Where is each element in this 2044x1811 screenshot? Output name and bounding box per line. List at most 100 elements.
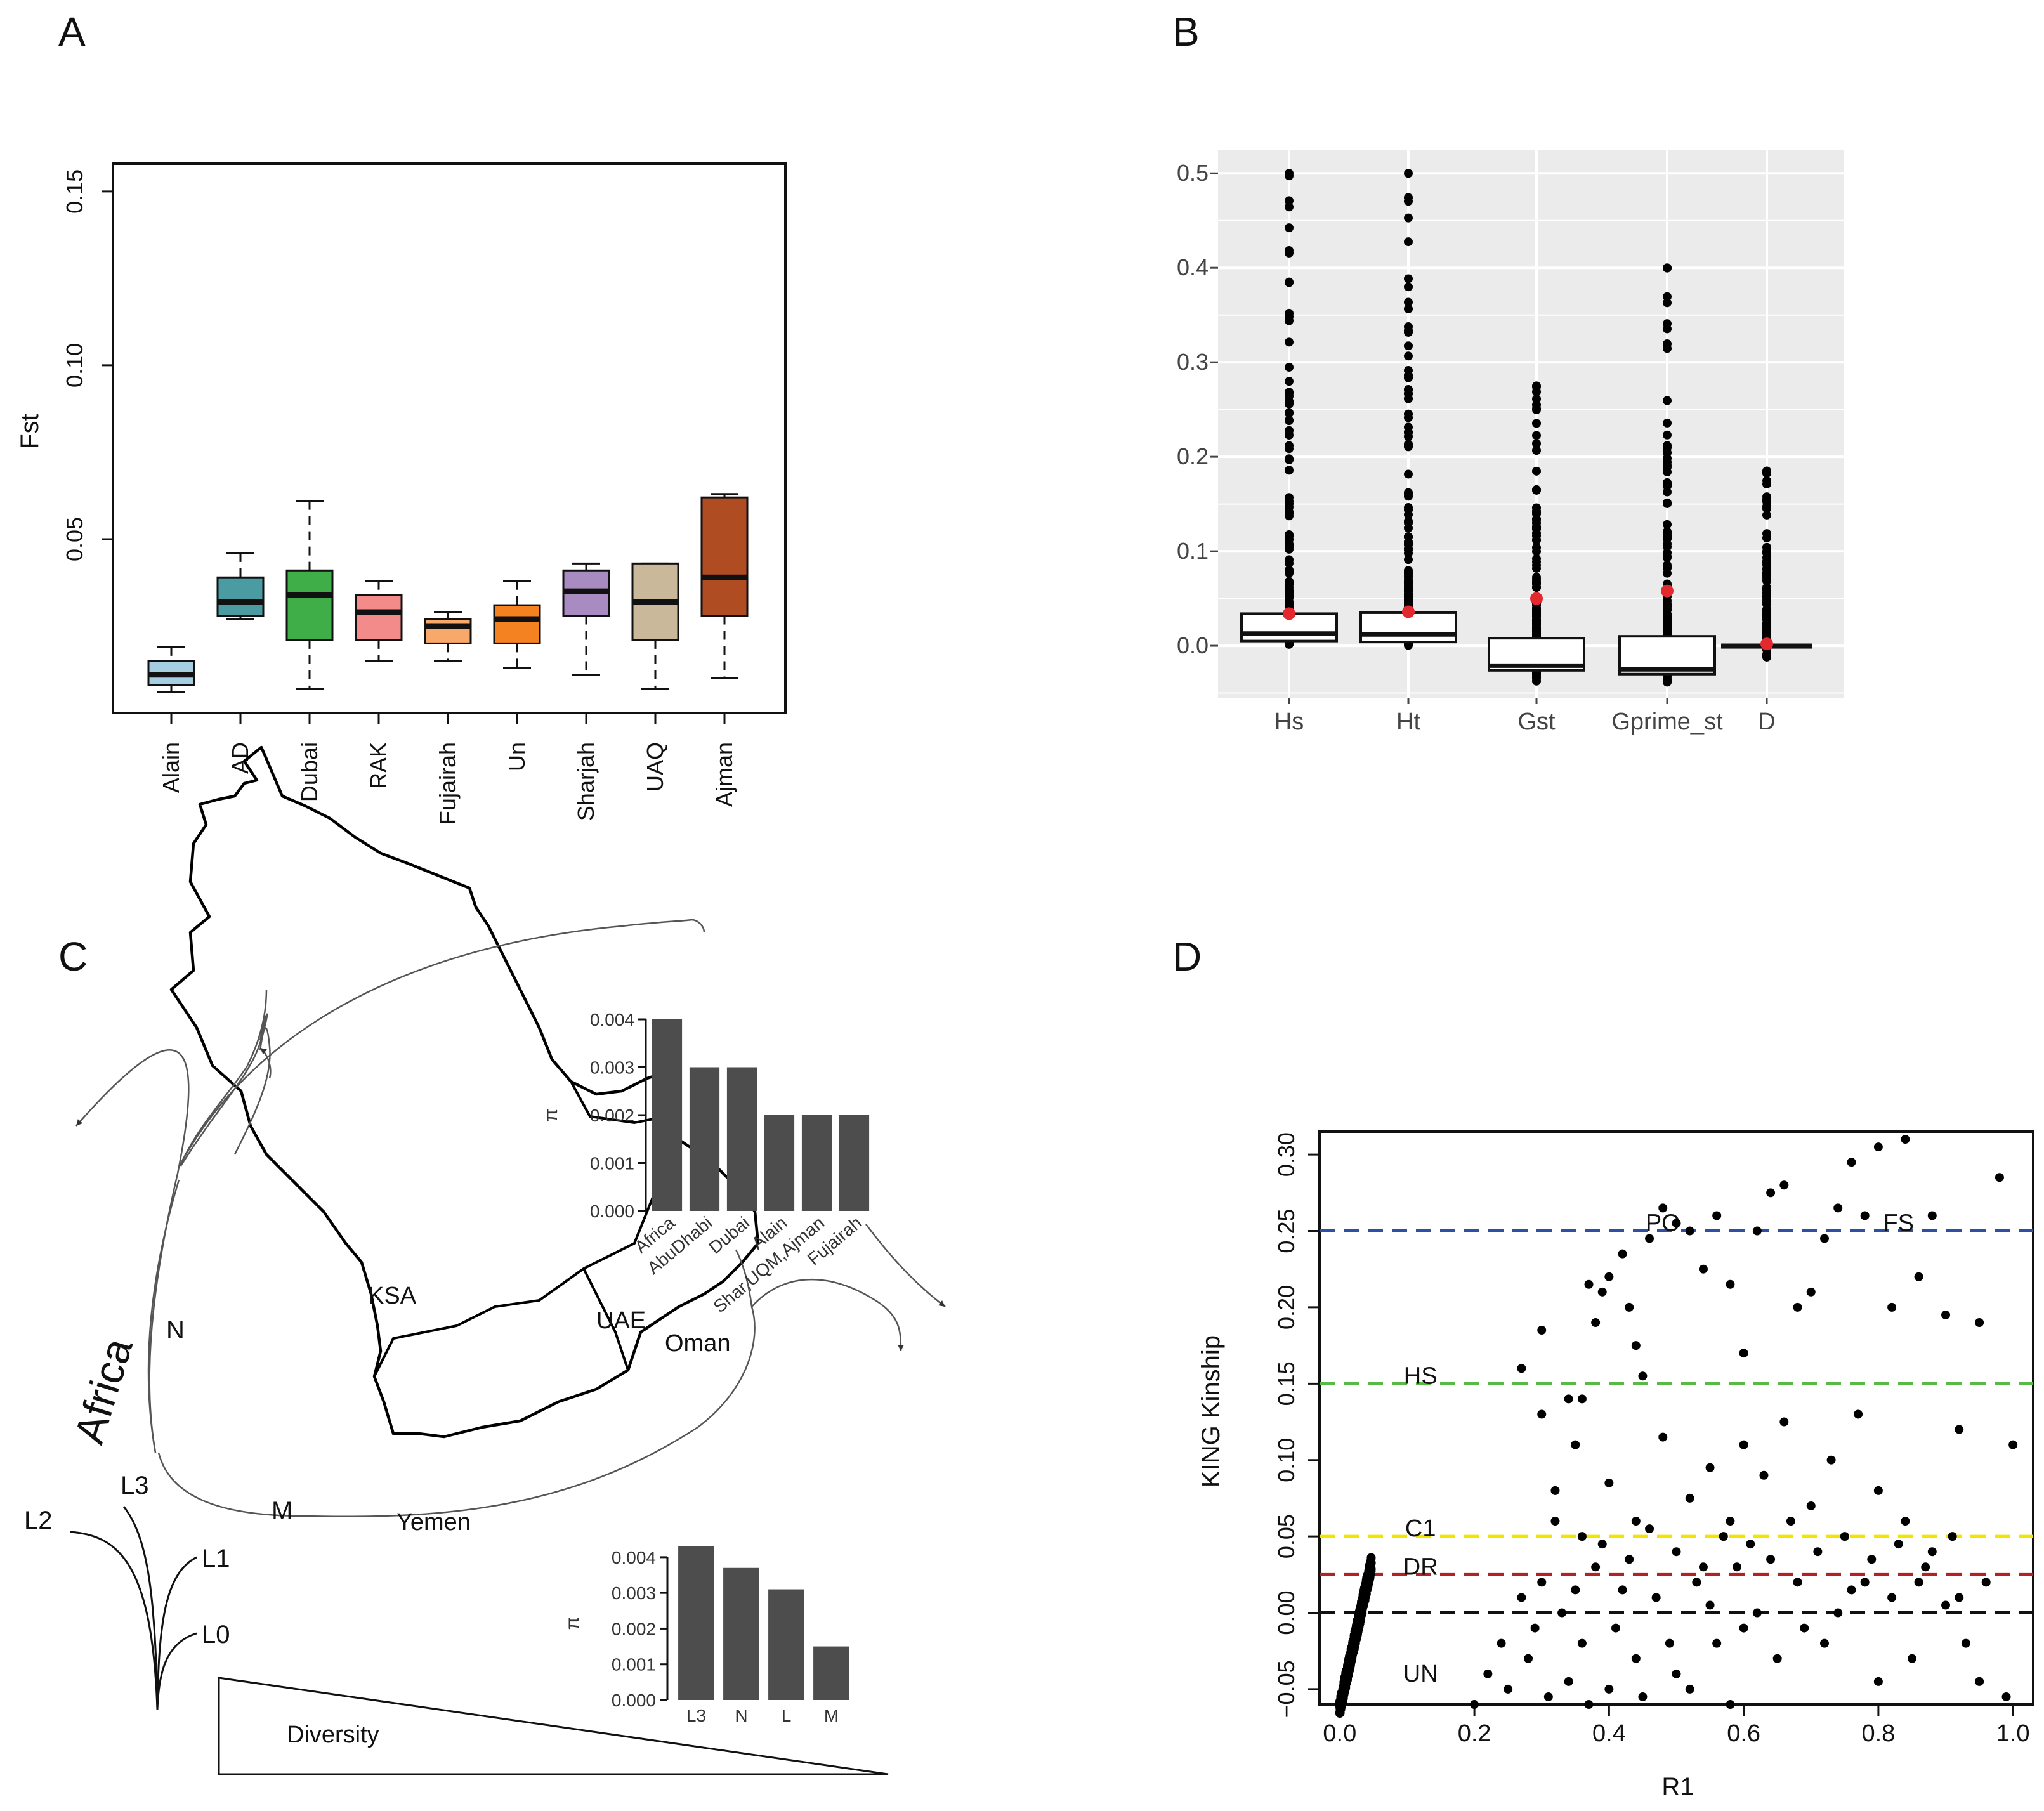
d-point [1975, 1677, 1984, 1686]
a-xtick-label: Un [504, 742, 530, 771]
b-outlier-point [1285, 499, 1294, 509]
d-point [1543, 1692, 1553, 1701]
route-north-left [75, 1049, 190, 1453]
d-point [1597, 1287, 1607, 1297]
b-outlier-point [1404, 574, 1413, 584]
route-north-top [180, 990, 266, 1166]
label-africa: Africa [65, 1333, 141, 1449]
d-point [1772, 1654, 1782, 1663]
b-outlier-point [1285, 454, 1294, 464]
c-bottom-xtick-label: L [782, 1706, 792, 1725]
b-outlier-point [1663, 601, 1672, 611]
d-point [1948, 1532, 1957, 1541]
b-outlier-low [1762, 651, 1771, 660]
c-top-ytick-label: 0.004 [590, 1010, 634, 1030]
route-n-up-north-levant [183, 983, 266, 1162]
b-outlier-point [1532, 506, 1541, 516]
tree-l3-branch [122, 1506, 159, 1710]
d-point [1517, 1364, 1526, 1373]
b-ytick-label: 0.3 [1177, 349, 1209, 375]
b-outlier-point [1532, 419, 1541, 428]
d-point [1901, 1517, 1910, 1526]
b-outlier-point [1404, 492, 1413, 501]
b-outlier-point [1663, 520, 1672, 529]
label-l0: L0 [202, 1621, 230, 1649]
b-outlier-low [1532, 669, 1541, 679]
d-point [1887, 1593, 1897, 1602]
b-outlier-point [1404, 516, 1413, 526]
b-mean-point [1283, 607, 1295, 620]
route-n-north-levant-arrow [179, 988, 266, 1166]
d-point [1833, 1608, 1843, 1618]
tree-l0-branch [156, 1632, 197, 1710]
b-outlier-point [1663, 454, 1672, 463]
d-point [1921, 1562, 1930, 1572]
b-outlier-point [1762, 510, 1771, 520]
b-outlier-point [1762, 564, 1771, 573]
c-bottom-bar [678, 1546, 714, 1700]
panel-label-d: D [1172, 934, 1202, 979]
b-outlier-point [1762, 629, 1771, 638]
d-ytick-label: 0.05 [1273, 1514, 1299, 1559]
b-outlier-point [1404, 304, 1413, 313]
b-outlier-point [1532, 582, 1541, 592]
d-xtick-label: 1.0 [1996, 1720, 2030, 1747]
c-top-bar [764, 1115, 795, 1211]
a-xtick-label: Ajman [711, 742, 737, 807]
d-point [1927, 1547, 1937, 1557]
d-point [1591, 1562, 1601, 1572]
a-xtick-label: UAQ [642, 742, 668, 792]
b-outlier-point [1532, 618, 1541, 628]
panel-a-boxplot: Fst 0.050.100.15 Alain AD Dubai RAK Fujairah… [16, 162, 787, 825]
b-outlier-point [1532, 557, 1541, 566]
route-n-up-visible-2 [179, 990, 267, 1166]
b-outlier-point [1404, 282, 1413, 292]
panel-a-frame [112, 162, 787, 714]
d-point [1739, 1440, 1748, 1449]
b-outlier-point [1285, 466, 1294, 475]
b-outlier-point [1285, 441, 1294, 450]
b-xtick-label: D [1758, 709, 1775, 735]
a-ytick-label: 0.05 [62, 517, 88, 561]
panel-d-frame [1318, 1130, 2034, 1706]
label-yemen: Yemen [396, 1509, 471, 1536]
d-ytick-label: 0.30 [1273, 1132, 1299, 1177]
c-top-xtick-label: Dubai [705, 1213, 753, 1258]
d-point [1873, 1142, 1883, 1152]
b-outlier-point [1404, 539, 1413, 548]
b-outlier-point [1532, 528, 1541, 538]
b-outlier-point [1285, 426, 1294, 435]
d-point [1591, 1318, 1601, 1327]
d-point [1847, 1158, 1856, 1167]
d-point [1766, 1188, 1776, 1198]
d-point [1873, 1486, 1883, 1495]
d-point [1564, 1677, 1573, 1686]
c-bottom-xtick-label: M [824, 1706, 839, 1725]
d-point [1793, 1578, 1802, 1587]
c-bottom-bar [723, 1567, 759, 1700]
panel-c-map: KSA UAE Oman Yemen Africa N M L3 L2 L1 L… [24, 745, 946, 1775]
c-top-bar [652, 1019, 683, 1211]
d-point [1631, 1341, 1641, 1350]
d-point [1685, 1226, 1694, 1236]
c-top-ytick-label: 0.003 [590, 1058, 634, 1078]
d-point [1779, 1180, 1789, 1190]
b-outlier-point [1285, 377, 1294, 386]
b-outlier-point [1663, 339, 1672, 349]
d-point [1779, 1417, 1789, 1427]
a-ytick-label: 0.15 [62, 169, 88, 214]
d-point [1672, 1669, 1681, 1678]
north-path-to-top [183, 1021, 266, 1162]
b-xtick-label: Ht [1396, 709, 1420, 735]
d-point [1819, 1234, 1829, 1243]
b-outlier-point [1404, 469, 1413, 479]
b-outlier-point [1532, 439, 1541, 448]
b-outlier-point [1532, 404, 1541, 414]
d-point [1955, 1593, 1964, 1602]
d-point [1645, 1234, 1654, 1243]
b-outlier-point [1663, 563, 1672, 573]
d-point [1685, 1684, 1694, 1694]
b-outlier-max [1285, 169, 1294, 178]
b-outlier-point [1762, 605, 1771, 614]
